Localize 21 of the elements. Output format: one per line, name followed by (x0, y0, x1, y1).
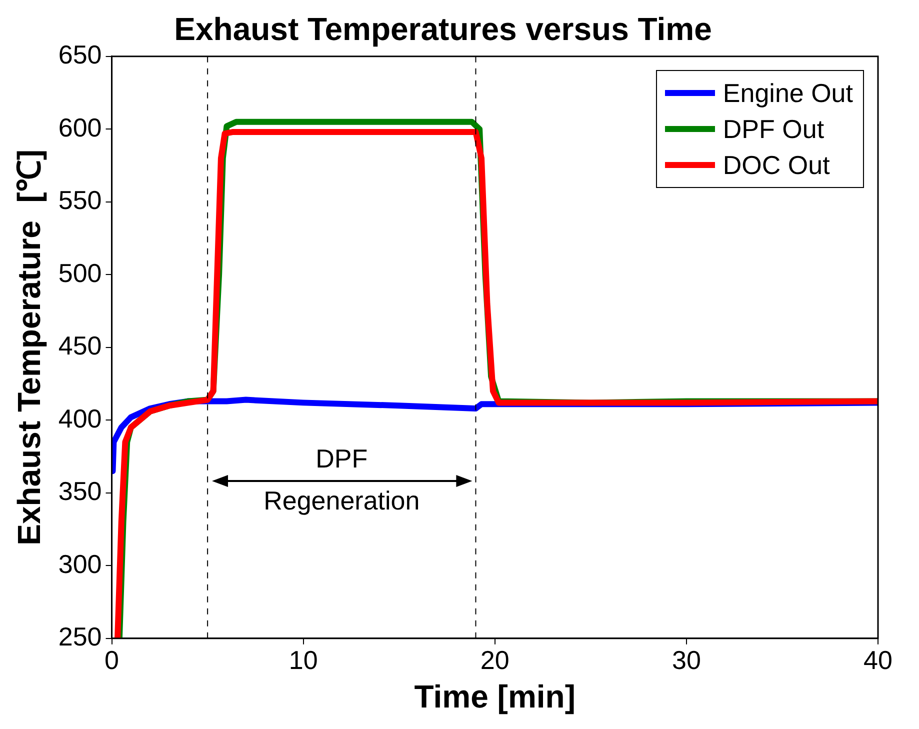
x-tick-label: 10 (288, 645, 318, 676)
y-axis-title: Exhaust Temperature [℃] (11, 149, 48, 546)
y-tick-label: 250 (58, 622, 102, 652)
x-tick-label: 40 (864, 645, 892, 676)
x-axis-title: Time [min] (414, 678, 576, 715)
y-tick-label: 600 (58, 112, 102, 142)
x-tick-label: 30 (672, 645, 701, 676)
legend-label: Engine Out (722, 77, 853, 110)
x-tick-label: 0 (104, 645, 120, 676)
y-tick-label: 500 (58, 258, 102, 288)
y-tick-label: 400 (58, 403, 102, 434)
legend-label: DPF Out (722, 113, 824, 146)
y-tick-label: 550 (58, 185, 102, 216)
y-tick-label: 450 (58, 330, 102, 361)
annotation: DPF Regeneration (264, 443, 420, 516)
y-tick-label: 300 (58, 548, 102, 579)
y-tick-label: 650 (58, 40, 102, 70)
chart-title: Exhaust Temperatures versus Time (174, 11, 712, 48)
x-tick-label: 20 (480, 645, 510, 676)
y-tick-label: 350 (58, 476, 102, 506)
legend-label: DOC Out (722, 149, 830, 182)
